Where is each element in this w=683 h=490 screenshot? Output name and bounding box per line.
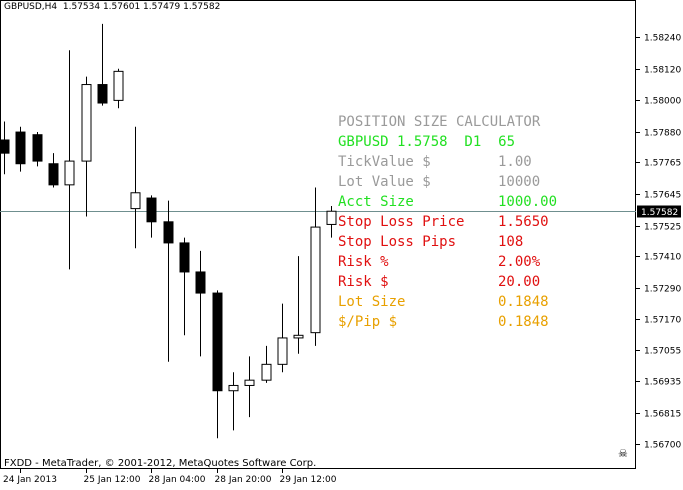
calculator-row: $/Pip $ 0.1848: [338, 312, 549, 332]
candle-body: [64, 160, 75, 186]
plot-frame: [0, 0, 636, 469]
calculator-row-value: 1.5650: [498, 214, 549, 230]
calculator-row-value: 10000: [498, 174, 541, 190]
candle: [32, 132, 43, 167]
calculator-row: GBPUSD 1.5758 D1 65: [338, 132, 540, 152]
candle-body: [179, 242, 190, 273]
candle: [261, 345, 272, 383]
x-tick-label: 28 Jan 04:00: [149, 475, 206, 485]
calculator-row-value: 20.00: [498, 274, 541, 290]
calculator-title: POSITION SIZE CALCULATOR: [338, 114, 541, 130]
y-tick-label: 1.56815: [644, 410, 681, 420]
calculator-row-label: Stop Loss Pips: [338, 234, 457, 250]
calculator-row-value: 2.00%: [498, 254, 541, 270]
candle-body: [0, 139, 10, 154]
calculator-row: Stop Loss Pips 108: [338, 232, 540, 252]
current-price-tag: [637, 205, 681, 218]
calculator-row: Lot Value $ 10000: [338, 172, 540, 192]
calculator-row-value: 108: [498, 234, 524, 250]
candle: [310, 187, 321, 346]
candle: [212, 290, 223, 439]
candle-body: [130, 192, 141, 210]
calculator-row-value: 0.1848: [498, 294, 549, 310]
calculator-row-value: 1000.00: [498, 194, 558, 210]
candle-body: [163, 221, 174, 244]
calculator-row-label: Lot Size: [338, 294, 406, 310]
calculator-row-label: Lot Value $: [338, 174, 431, 190]
calculator-row-label: GBPUSD 1.5758 D1 65: [338, 134, 516, 150]
calculator-row-label: Risk %: [338, 254, 389, 270]
candle: [15, 126, 26, 172]
position-size-calculator: POSITION SIZE CALCULATOR GBPUSD 1.5758 D…: [338, 112, 557, 332]
candle-body: [113, 70, 124, 101]
x-tick-label: 28 Jan 20:00: [215, 475, 272, 485]
y-tick-label: 1.57170: [644, 316, 681, 326]
candle-body: [326, 210, 337, 225]
calculator-row: Acct Size 1000.00: [338, 192, 557, 212]
expert-advisor-skull-icon: ☠: [618, 447, 628, 460]
y-tick-label: 1.56700: [644, 441, 681, 451]
candle-body: [195, 271, 206, 294]
y-tick-label: 1.58000: [644, 97, 681, 107]
candle-body: [146, 197, 157, 223]
candle: [81, 76, 92, 217]
calculator-row-label: Acct Size: [338, 194, 414, 210]
candle: [64, 50, 75, 270]
candle: [195, 250, 206, 357]
y-tick-label: 1.57525: [644, 223, 681, 233]
candle: [326, 205, 337, 238]
calculator-row: Risk $ 20.00: [338, 272, 540, 292]
copyright-text: FXDD - MetaTrader, © 2001-2012, MetaQuot…: [4, 458, 317, 469]
candle-body: [48, 163, 59, 186]
y-tick-label: 1.57880: [644, 129, 681, 139]
y-tick-label: 1.58120: [644, 66, 681, 76]
candle: [97, 23, 108, 106]
candle: [48, 153, 59, 188]
candle: [228, 372, 239, 431]
y-tick-label: 1.57765: [644, 159, 681, 169]
x-tick-label: 24 Jan 2013: [3, 475, 57, 485]
candle-body: [244, 379, 255, 386]
candle: [146, 195, 157, 238]
candle-body: [15, 131, 26, 165]
calculator-row-label: Risk $: [338, 274, 389, 290]
calculator-row: Lot Size 0.1848: [338, 292, 549, 312]
x-tick-label: 29 Jan 12:00: [280, 475, 337, 485]
calculator-row-value: 1.00: [498, 154, 532, 170]
candle: [179, 237, 190, 336]
candle: [293, 256, 304, 354]
candle: [163, 200, 174, 362]
y-tick-label: 1.56935: [644, 378, 681, 388]
candle-body: [81, 84, 92, 162]
candle-body: [277, 337, 288, 365]
candle: [130, 126, 141, 249]
candle: [0, 121, 10, 175]
calculator-row: TickValue $ 1.00: [338, 152, 540, 172]
candle: [113, 68, 124, 109]
y-tick-label: 1.58240: [644, 34, 681, 44]
symbol-info: GBPUSD,H4 1.57534 1.57601 1.57479 1.5758…: [4, 2, 221, 12]
candle: [244, 356, 255, 418]
y-tick-label: 1.57290: [644, 285, 681, 295]
calculator-row-label: $/Pip $: [338, 314, 398, 330]
candle-body: [97, 84, 108, 104]
candle: [277, 303, 288, 373]
y-tick-label: 1.57410: [644, 253, 681, 263]
calculator-row-label: Stop Loss Price: [338, 214, 465, 230]
candle-body: [212, 292, 223, 392]
calculator-row: Risk % 2.00%: [338, 252, 540, 272]
y-tick-label: 1.57055: [644, 347, 681, 357]
calculator-row-value: 0.1848: [498, 314, 549, 330]
current-price-label: 1.57582: [641, 208, 678, 218]
x-tick-label: 25 Jan 12:00: [84, 475, 141, 485]
candle-body: [32, 134, 43, 162]
calculator-row-label: TickValue $: [338, 154, 431, 170]
candle-body: [228, 384, 239, 392]
y-tick-label: 1.57645: [644, 191, 681, 201]
candle-body: [261, 363, 272, 381]
candle-body: [293, 334, 304, 339]
candle-body: [310, 226, 321, 334]
calculator-row: Stop Loss Price 1.5650: [338, 212, 549, 232]
